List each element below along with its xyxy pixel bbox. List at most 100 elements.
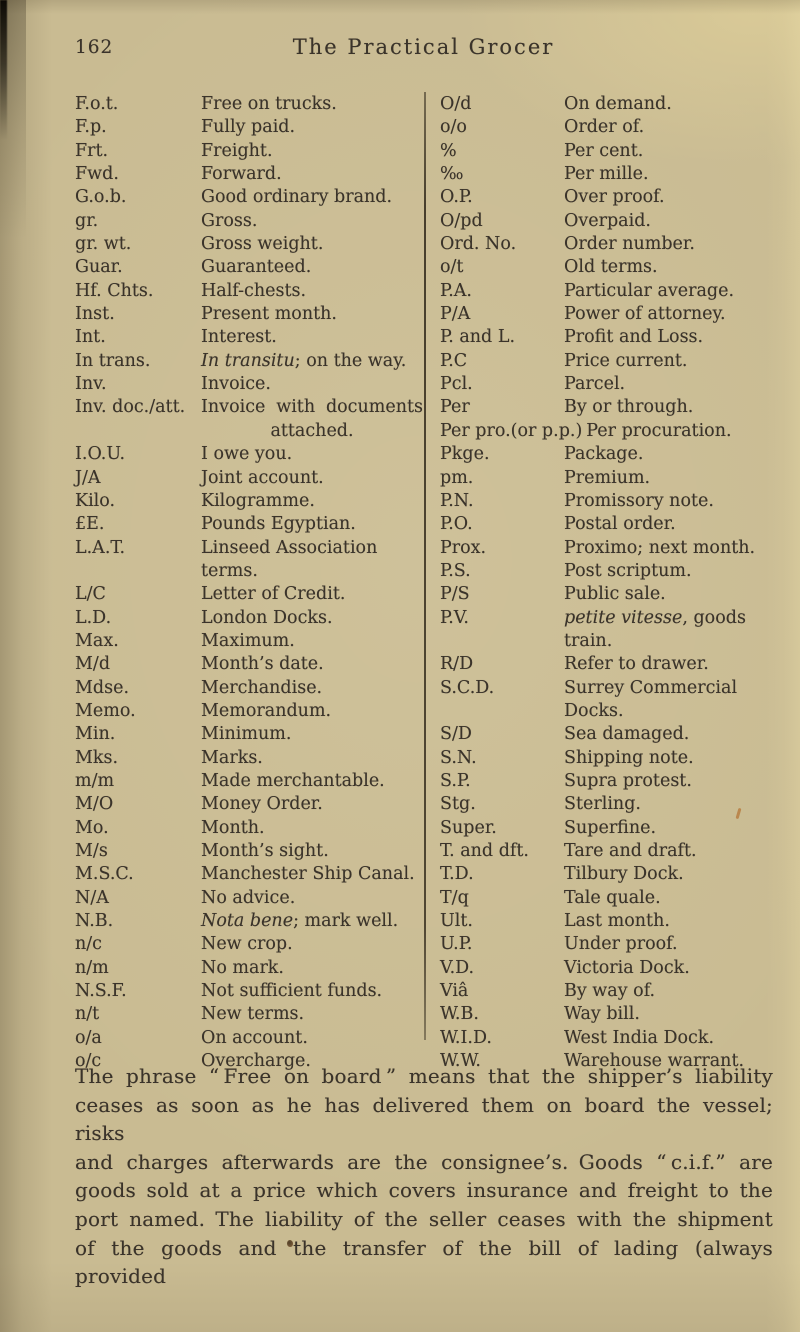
meaning-cell: Tare and draft. [564,841,697,861]
abbreviation-cell: Max. [75,630,119,651]
abbreviation-row: Viâ By way of. [440,980,782,1003]
abbreviation-row: m/m Made merchantable. [75,770,423,793]
abbreviation-row: M.S.C. Manchester Ship Canal. [75,863,423,886]
abbreviation-cell: Stg. [440,794,476,815]
abbreviation-cell: Ord. No. [440,234,517,255]
abbreviation-row: gr. Gross. [75,210,423,233]
abbreviation-row: Stg. Sterling. [440,793,782,816]
abbreviation-row: Hf. Chts. Half-chests. [75,280,423,303]
meaning-cell: Premium. [564,467,651,488]
gutter-shadow [0,0,26,240]
abbreviation-row: T/q Tale quale. [440,887,782,910]
abbreviation-cell: S/D [440,724,472,745]
abbreviation-row: P.N. Promissory note. [440,490,782,513]
abbreviation-cell: P. and L. [440,327,516,348]
fob-paragraph: The phrase “ Free on board ” means that … [75,1064,773,1289]
meaning-cell: Free on trucks. [201,94,337,114]
abbreviation-row: P.V. petite vitesse, goods train. [440,607,782,654]
abbreviation-row: P.S. Post scriptum. [440,560,782,583]
abbreviation-cell: M.S.C. [75,864,134,885]
abbreviation-row: R/D Refer to drawer. [440,653,782,676]
abbreviation-cell: o/t [440,257,464,278]
abbreviation-cell: S.P. [440,770,471,791]
meaning-cell: I owe you. [201,444,293,465]
meaning-cell: Price current. [564,350,688,371]
abbreviation-cell: P.S. [440,560,471,581]
abbreviation-row: M/d Month’s date. [75,653,423,676]
meaning-cell: Manchester Ship Canal. [201,864,415,885]
abbreviation-cell: Int. [75,327,106,348]
meaning-cell: Power of attorney. [564,304,726,325]
abbreviation-row: In trans. In transitu; on the way. [75,350,423,373]
abbreviation-cell: Mdse. [75,677,130,698]
abbreviation-row: Pkge. Package. [440,443,782,466]
abbreviation-row: F.o.t. Free on trucks. [75,93,423,116]
meaning-cell: Refer to drawer. [564,654,709,675]
meaning-cell: Under proof. [564,934,678,955]
abbreviation-row: Frt. Freight. [75,140,423,163]
abbreviation-row: V.D. Victoria Dock. [440,957,782,980]
abbreviation-row: G.o.b. Good ordinary brand. [75,186,423,209]
abbreviation-cell: Pkge. [440,444,490,465]
abbreviation-row: I.O.U. I owe you. [75,443,423,466]
abbreviation-row: J/A Joint account. [75,467,423,490]
abbreviation-cell: P.O. [440,514,473,535]
abbreviation-row: S.N. Shipping note. [440,747,782,770]
abbreviation-cell: Mo. [75,817,109,838]
meaning-cell: No advice. [201,887,296,908]
abbreviation-row: Mo. Month. [75,817,423,840]
abbreviation-row: Int. Interest. [75,326,423,349]
abbreviation-row: O/d On demand. [440,93,782,116]
abbreviation-cell: P/S [440,584,470,605]
abbreviation-cell: Fwd. [75,164,119,185]
abbreviation-row: n/m No mark. [75,957,423,980]
meaning-cell: Invoice with documents attached. [201,397,423,441]
abbreviation-cell: F.o.t. [75,94,119,114]
abbreviation-row: N/A No advice. [75,887,423,910]
abbreviation-row: S.C.D. Surrey Commercial Docks. [440,677,782,724]
meaning-cell: Money Order. [201,794,323,815]
abbreviation-row: S.P. Supra protest. [440,770,782,793]
abbreviation-row: Inv. doc./att. Invoice with documents at… [75,396,423,443]
abbreviation-cell: Hf. Chts. [75,280,154,301]
abbreviation-row: T.D. Tilbury Dock. [440,863,782,886]
meaning-cell: Forward. [201,164,282,185]
abbreviation-row: o/c Overcharge. [75,1050,423,1073]
meaning-cell: Surrey Commercial Docks. [564,677,738,721]
meaning-cell: Victoria Dock. [564,957,690,978]
abbreviation-row: Inv. Invoice. [75,373,423,396]
abbreviation-row: O.P. Over proof. [440,186,782,209]
meaning-cell: Profit and Loss. [564,327,704,348]
abbreviation-cell: W.W. [440,1051,481,1072]
meaning-cell: Half-chests. [201,280,307,301]
abbreviation-row: n/c New crop. [75,933,423,956]
meaning-cell: Pounds Egyptian. [201,514,356,535]
meaning-cell: Proximo; next month. [564,537,756,558]
abbreviation-cell: T. and dft. [440,841,529,861]
abbreviation-cell: P.A. [440,280,472,301]
abbreviation-cell: Frt. [75,140,109,161]
abbreviation-row: Per By or through. [440,396,782,419]
abbreviation-row: P.O. Postal order. [440,513,782,536]
meaning-cell: Maximum. [201,630,295,651]
abbreviation-cell: P.V. [440,607,469,628]
abbreviation-row: P/A Power of attorney. [440,303,782,326]
abbreviation-cell: S.C.D. [440,677,495,698]
abbreviation-cell: F.p. [75,117,107,138]
abbreviation-cell: Ult. [440,911,473,932]
abbreviation-cell: o/a [75,1027,102,1048]
meaning-cell: In transitu; on the way. [201,350,407,371]
abbreviation-cell: n/t [75,1004,100,1025]
abbreviation-row: Mks. Marks. [75,747,423,770]
meaning-cell: Way bill. [564,1004,640,1025]
abbreviation-cell: Mks. [75,747,119,768]
abbreviation-cell: O/pd [440,210,483,231]
abbreviation-cell: Kilo. [75,490,116,511]
meaning-cell: On demand. [564,94,672,114]
meaning-cell: Per cent. [564,140,644,161]
abbreviation-row: N.S.F. Not sufficient funds. [75,980,423,1003]
meaning-cell: By or through. [564,397,694,418]
abbreviation-cell: o/c [75,1051,102,1072]
meaning-cell: Shipping note. [564,747,694,768]
